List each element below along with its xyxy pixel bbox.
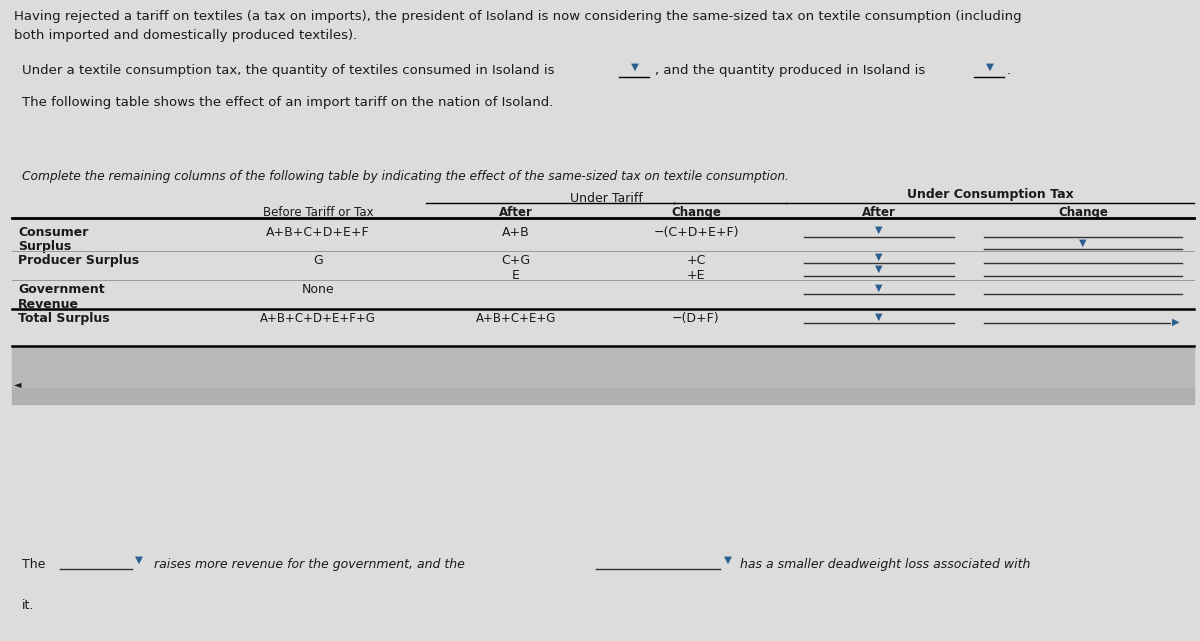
Text: Government: Government	[18, 283, 104, 296]
Text: ▼: ▼	[136, 554, 143, 565]
Text: ▼: ▼	[875, 225, 883, 235]
Text: +C: +C	[686, 254, 706, 267]
Text: ▼: ▼	[725, 554, 732, 565]
Text: After: After	[862, 206, 896, 219]
Text: The following table shows the effect of an import tariff on the nation of Isolan: The following table shows the effect of …	[22, 96, 553, 109]
Text: The: The	[22, 558, 44, 570]
Text: A+B+C+D+E+F: A+B+C+D+E+F	[266, 226, 370, 238]
Text: Under Consumption Tax: Under Consumption Tax	[907, 188, 1073, 201]
Text: Under a textile consumption tax, the quantity of textiles consumed in Isoland is: Under a textile consumption tax, the qua…	[22, 64, 554, 77]
Text: Before Tariff or Tax: Before Tariff or Tax	[263, 206, 373, 219]
Text: After: After	[499, 206, 533, 219]
Text: ▼: ▼	[875, 312, 883, 322]
Text: has a smaller deadweight loss associated with: has a smaller deadweight loss associated…	[740, 558, 1031, 570]
Text: Change: Change	[671, 206, 721, 219]
Text: None: None	[301, 283, 335, 296]
Text: both imported and domestically produced textiles).: both imported and domestically produced …	[14, 29, 358, 42]
Text: ▶: ▶	[1172, 317, 1180, 327]
Text: ▼: ▼	[1079, 238, 1087, 248]
Text: Surplus: Surplus	[18, 240, 71, 253]
Text: E: E	[512, 269, 520, 282]
Text: raises more revenue for the government, and the: raises more revenue for the government, …	[154, 558, 464, 570]
Text: ▼: ▼	[631, 62, 638, 72]
Text: ,: ,	[672, 196, 676, 206]
Text: A+B: A+B	[502, 226, 530, 238]
Text: Total Surplus: Total Surplus	[18, 312, 109, 325]
Text: −(D+F): −(D+F)	[672, 312, 720, 325]
Text: ◄: ◄	[14, 379, 22, 390]
Text: Change: Change	[1058, 206, 1108, 219]
Text: −(C+D+E+F): −(C+D+E+F)	[653, 226, 739, 238]
Text: C+G: C+G	[502, 254, 530, 267]
Text: .: .	[1007, 64, 1010, 77]
Text: A+B+C+D+E+F+G: A+B+C+D+E+F+G	[260, 312, 376, 325]
Text: Revenue: Revenue	[18, 298, 79, 311]
Text: ▼: ▼	[875, 264, 883, 274]
Text: Producer Surplus: Producer Surplus	[18, 254, 139, 267]
Text: G: G	[313, 254, 323, 267]
Text: ▼: ▼	[875, 283, 883, 293]
Text: A+B+C+E+G: A+B+C+E+G	[476, 312, 556, 325]
Text: Under Tariff: Under Tariff	[570, 192, 642, 205]
Text: ▼: ▼	[875, 251, 883, 262]
Text: Complete the remaining columns of the following table by indicating the effect o: Complete the remaining columns of the fo…	[22, 170, 788, 183]
Text: Having rejected a tariff on textiles (a tax on imports), the president of Isolan: Having rejected a tariff on textiles (a …	[14, 10, 1022, 22]
Text: ▼: ▼	[986, 62, 994, 72]
Text: it.: it.	[22, 599, 34, 612]
Text: , and the quantity produced in Isoland is: , and the quantity produced in Isoland i…	[655, 64, 925, 77]
Text: Consumer: Consumer	[18, 226, 89, 238]
Text: +E: +E	[686, 269, 706, 282]
